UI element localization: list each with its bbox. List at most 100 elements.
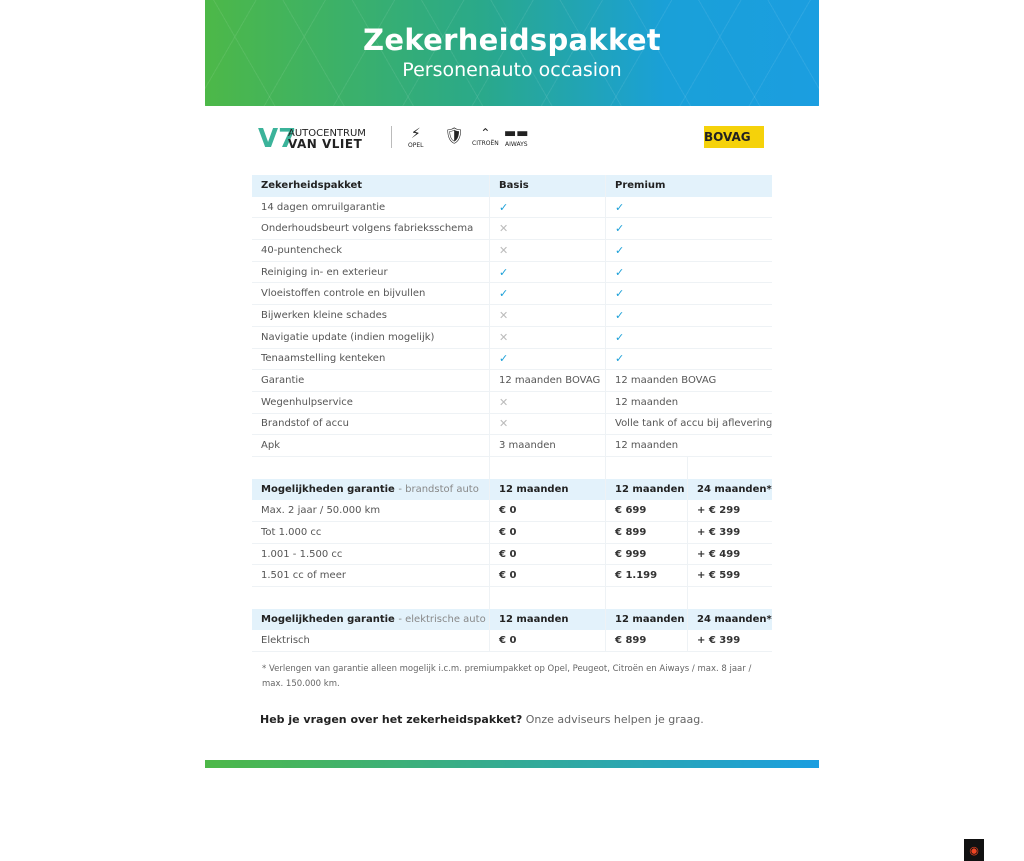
empty-cell <box>606 456 688 479</box>
empty-cell <box>252 587 490 609</box>
table-row: Elektrisch € 0 € 899 + € 399 <box>252 630 772 653</box>
divider <box>391 126 392 148</box>
empty-cell <box>688 587 772 609</box>
cross-cell: ✕ <box>490 240 606 261</box>
table-cell: + € 499 <box>697 548 741 560</box>
check-icon: ✓ <box>615 330 625 344</box>
cross-icon: ✕ <box>499 243 509 257</box>
page-subtitle: Personenauto occasion <box>402 59 622 81</box>
check-cell: ✓ <box>606 349 772 370</box>
table-cell: 40-puntencheck <box>252 240 490 261</box>
check-icon: ✓ <box>615 308 625 322</box>
table-row: 1.001 - 1.500 cc € 0 € 999 + € 499 <box>252 543 772 566</box>
table-header-row: Zekerheidspakket Basis Premium <box>252 175 772 197</box>
aiways-logo: ▬▬ AIWAYS <box>504 126 529 148</box>
table-cell: Tenaamstelling kenteken <box>252 348 490 370</box>
table-row: Bijwerken kleine schades ✕ ✓ <box>252 305 772 327</box>
table-cell: € 699 <box>606 500 688 521</box>
table-cell: Max. 2 jaar / 50.000 km <box>252 500 490 521</box>
table-row: Tot 1.000 cc € 0 € 899 + € 399 <box>252 522 772 544</box>
empty-cell <box>606 587 688 609</box>
check-cell: ✓ <box>490 261 606 283</box>
footnote: * Verlengen van garantie alleen mogelijk… <box>262 664 752 689</box>
contact-question: Heb je vragen over het zekerheidspakket?… <box>260 713 704 726</box>
table-header-row: Mogelijkheden garantie - elektrische aut… <box>252 608 772 631</box>
table-cell: € 0 <box>490 543 606 565</box>
cross-cell: ✕ <box>490 391 606 413</box>
table-row: Onderhoudsbeurt volgens fabrieksschema ✕ ✓ <box>252 218 772 241</box>
table-cell: Tot 1.000 cc <box>252 522 490 543</box>
table-row: Tenaamstelling kenteken ✓ ✓ <box>252 348 772 371</box>
table-cell: Elektrisch <box>252 630 490 652</box>
check-cell: ✓ <box>606 218 772 239</box>
column-header: Zekerheidspakket <box>252 175 490 197</box>
table-cell: € 0 <box>490 500 606 521</box>
table-row: 1.501 cc of meer € 0 € 1.199 + € 599 <box>252 565 772 588</box>
table-cell: 12 maanden BOVAG <box>490 370 606 391</box>
cross-cell: ✕ <box>490 218 606 240</box>
vv-logo-icon: V7 <box>258 124 297 154</box>
dealer-name-line1: AUTOCENTRUM <box>288 127 366 139</box>
table-cell: Garantie <box>252 370 490 391</box>
empty-cell <box>688 457 772 479</box>
check-cell: ✓ <box>490 283 606 305</box>
column-header: 12 maanden <box>606 608 688 631</box>
table-header-row: Mogelijkheden garantie - brandstof auto 1… <box>252 478 772 501</box>
table-cell: + € 399 <box>697 635 741 647</box>
table-cell: Navigatie update (indien mogelijk) <box>252 326 490 348</box>
table-cell: € 0 <box>490 565 606 587</box>
table-cell: € 899 <box>606 522 688 543</box>
check-icon: ✓ <box>499 265 509 279</box>
empty-cell <box>490 456 606 479</box>
check-cell: ✓ <box>490 348 606 370</box>
table-cell: 1.001 - 1.500 cc <box>252 543 490 565</box>
table-cell: € 0 <box>490 522 606 543</box>
check-cell: ✓ <box>490 196 606 218</box>
cross-icon: ✕ <box>499 308 509 322</box>
column-header: 12 maanden <box>490 608 606 631</box>
check-icon: ✓ <box>499 352 509 366</box>
table-cell: Volle tank of accu bij aflevering <box>615 418 773 430</box>
check-icon: ✓ <box>615 243 625 257</box>
column-header: Mogelijkheden garantie - brandstof auto <box>252 478 490 501</box>
table-row: Vloeistoffen controle en bijvullen ✓ ✓ <box>252 283 772 306</box>
cross-icon: ✕ <box>499 417 509 431</box>
table-row: Reiniging in- en exterieur ✓ ✓ <box>252 261 772 284</box>
column-header: Mogelijkheden garantie - elektrische aut… <box>252 608 490 631</box>
table-cell: + € 299 <box>697 505 741 517</box>
table-cell: 12 maanden <box>615 396 679 408</box>
check-icon: ✓ <box>615 352 625 366</box>
check-icon: ✓ <box>615 265 625 279</box>
package-table: Zekerheidspakket Basis Premium 14 dagen omr… <box>252 175 773 653</box>
header-label: Mogelijkheden garantie <box>261 614 395 626</box>
table-cell: 3 maanden <box>490 435 606 456</box>
page-title: Zekerheidspakket <box>363 23 661 57</box>
table-cell: 12 maanden BOVAG <box>615 375 717 387</box>
table-row: Wegenhulpservice ✕ 12 maanden <box>252 391 772 414</box>
dealer-name-line2: VAN VLIET <box>288 136 363 151</box>
check-cell: ✓ <box>606 197 772 218</box>
header-sublabel: - brandstof auto <box>398 483 479 495</box>
check-cell: ✓ <box>606 327 772 348</box>
cross-cell: ✕ <box>490 305 606 326</box>
dealer-logo: V7 AUTOCENTRUM VAN VLIET <box>258 124 366 154</box>
header-banner: Zekerheidspakket Personenauto occasion <box>205 0 819 106</box>
spacer-row <box>252 587 772 609</box>
spacer-row <box>252 456 772 479</box>
column-header: 12 maanden <box>490 478 606 501</box>
check-cell: ✓ <box>606 305 772 326</box>
check-cell: ✓ <box>606 283 772 304</box>
column-header: Basis <box>490 175 606 197</box>
table-row: Brandstof of accu ✕ Volle tank of accu bij… <box>252 413 773 436</box>
check-icon: ✓ <box>615 222 625 236</box>
cross-cell: ✕ <box>490 413 606 435</box>
cross-icon: ✕ <box>499 395 509 409</box>
check-cell: ✓ <box>606 262 772 283</box>
table-cell: € 1.199 <box>606 565 688 587</box>
table-cell: Bijwerken kleine schades <box>252 305 490 326</box>
table-cell: € 999 <box>606 543 688 565</box>
citroen-logo: ⌃ CITROËN <box>472 126 499 147</box>
column-header: 12 maanden <box>606 478 688 501</box>
check-icon: ✓ <box>499 287 509 301</box>
column-header: 24 maanden* <box>697 614 772 626</box>
